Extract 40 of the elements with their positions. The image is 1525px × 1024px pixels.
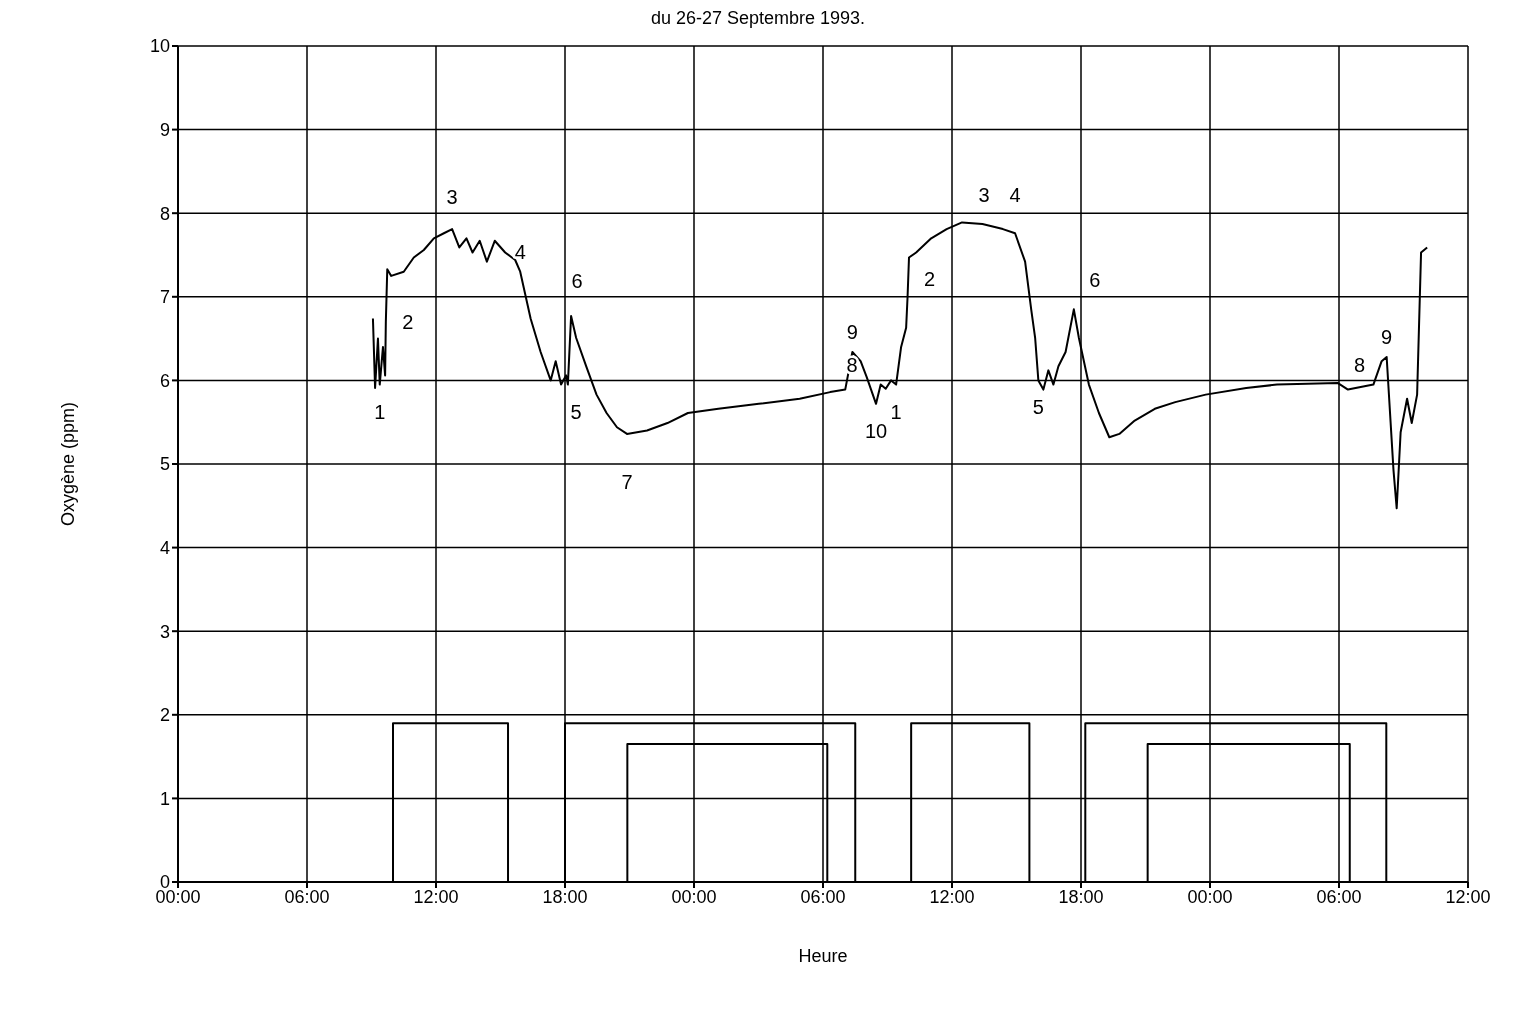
y-tick-label: 6 bbox=[159, 370, 170, 391]
x-tick-label: 00:00 bbox=[1187, 886, 1233, 907]
x-tick-label: 18:00 bbox=[1058, 886, 1104, 907]
x-tick-label: 12:00 bbox=[413, 886, 459, 907]
y-tick-label: 1 bbox=[159, 788, 170, 809]
annotation: 10 bbox=[864, 419, 888, 442]
x-tick-label: 06:00 bbox=[284, 886, 330, 907]
annotation: 4 bbox=[1009, 184, 1021, 207]
x-tick-label: 06:00 bbox=[1316, 886, 1362, 907]
chart-title: du 26-27 Septembre 1993. bbox=[649, 8, 867, 30]
annotation: 1 bbox=[890, 400, 902, 423]
x-tick-label: 18:00 bbox=[542, 886, 588, 907]
y-axis-title: Oxygène (ppm) bbox=[58, 401, 79, 527]
annotation: 9 bbox=[1381, 325, 1393, 348]
annotation: 8 bbox=[1354, 353, 1366, 376]
annotation: 5 bbox=[570, 400, 582, 423]
annotation: 7 bbox=[621, 470, 633, 493]
annotation: 3 bbox=[446, 186, 458, 209]
y-tick-label: 4 bbox=[159, 537, 170, 558]
annotation: 9 bbox=[846, 320, 858, 343]
y-tick-label: 9 bbox=[159, 119, 170, 140]
y-tick-label: 8 bbox=[159, 203, 170, 224]
x-tick-label: 12:00 bbox=[1445, 886, 1491, 907]
y-tick-label: 3 bbox=[159, 621, 170, 642]
x-tick-label: 12:00 bbox=[929, 886, 975, 907]
annotation: 2 bbox=[402, 310, 414, 333]
x-tick-label: 00:00 bbox=[671, 886, 717, 907]
annotation: 1 bbox=[374, 400, 386, 423]
annotation: 4 bbox=[514, 240, 526, 263]
x-axis-title: Heure bbox=[798, 946, 848, 966]
annotation: 6 bbox=[571, 270, 583, 293]
annotation: 6 bbox=[1089, 269, 1101, 292]
annotation: 5 bbox=[1032, 396, 1044, 419]
y-tick-label: 7 bbox=[159, 287, 170, 308]
y-tick-label: 5 bbox=[159, 454, 170, 475]
y-tick-label: 10 bbox=[149, 36, 170, 57]
annotation: 2 bbox=[924, 267, 936, 290]
annotation: 3 bbox=[978, 184, 990, 207]
x-tick-label: 06:00 bbox=[800, 886, 846, 907]
y-tick-label: 2 bbox=[159, 705, 170, 726]
